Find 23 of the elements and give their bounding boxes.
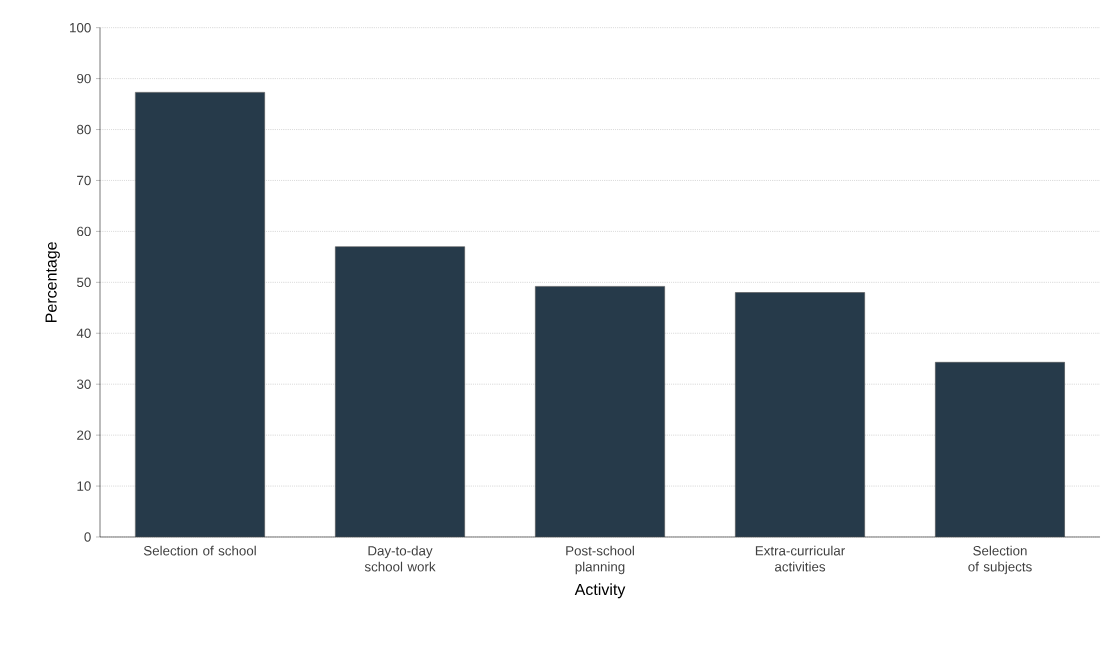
- y-tick-label: 0: [84, 532, 91, 542]
- y-tick-label: 80: [77, 124, 91, 135]
- bar: [135, 92, 265, 537]
- y-tick-label: 50: [77, 277, 91, 288]
- y-tick-label: 90: [77, 73, 91, 84]
- y-tick-label: 30: [76, 379, 91, 389]
- bar: [735, 292, 865, 537]
- bar: [935, 362, 1065, 537]
- x-tick-label: Extra-curricular activities: [755, 545, 845, 572]
- y-tick-label: 100: [70, 22, 91, 33]
- x-tick-label: Selection of school: [143, 545, 256, 556]
- bar: [335, 246, 465, 537]
- y-tick-label: 10: [77, 481, 91, 491]
- y-axis-title: Percentage: [45, 242, 60, 322]
- x-axis-title: Activity: [574, 583, 626, 599]
- y-tick-label: 70: [77, 175, 91, 186]
- x-tick-label: Selection of subjects: [968, 545, 1032, 575]
- y-tick-label: 40: [76, 328, 91, 338]
- y-tick-label: 60: [77, 226, 91, 237]
- x-tick-label: Day-to-day school work: [364, 545, 436, 572]
- x-tick-label: Post-school planning: [566, 545, 634, 575]
- y-tick-label: 20: [77, 430, 91, 440]
- bar: [535, 286, 665, 537]
